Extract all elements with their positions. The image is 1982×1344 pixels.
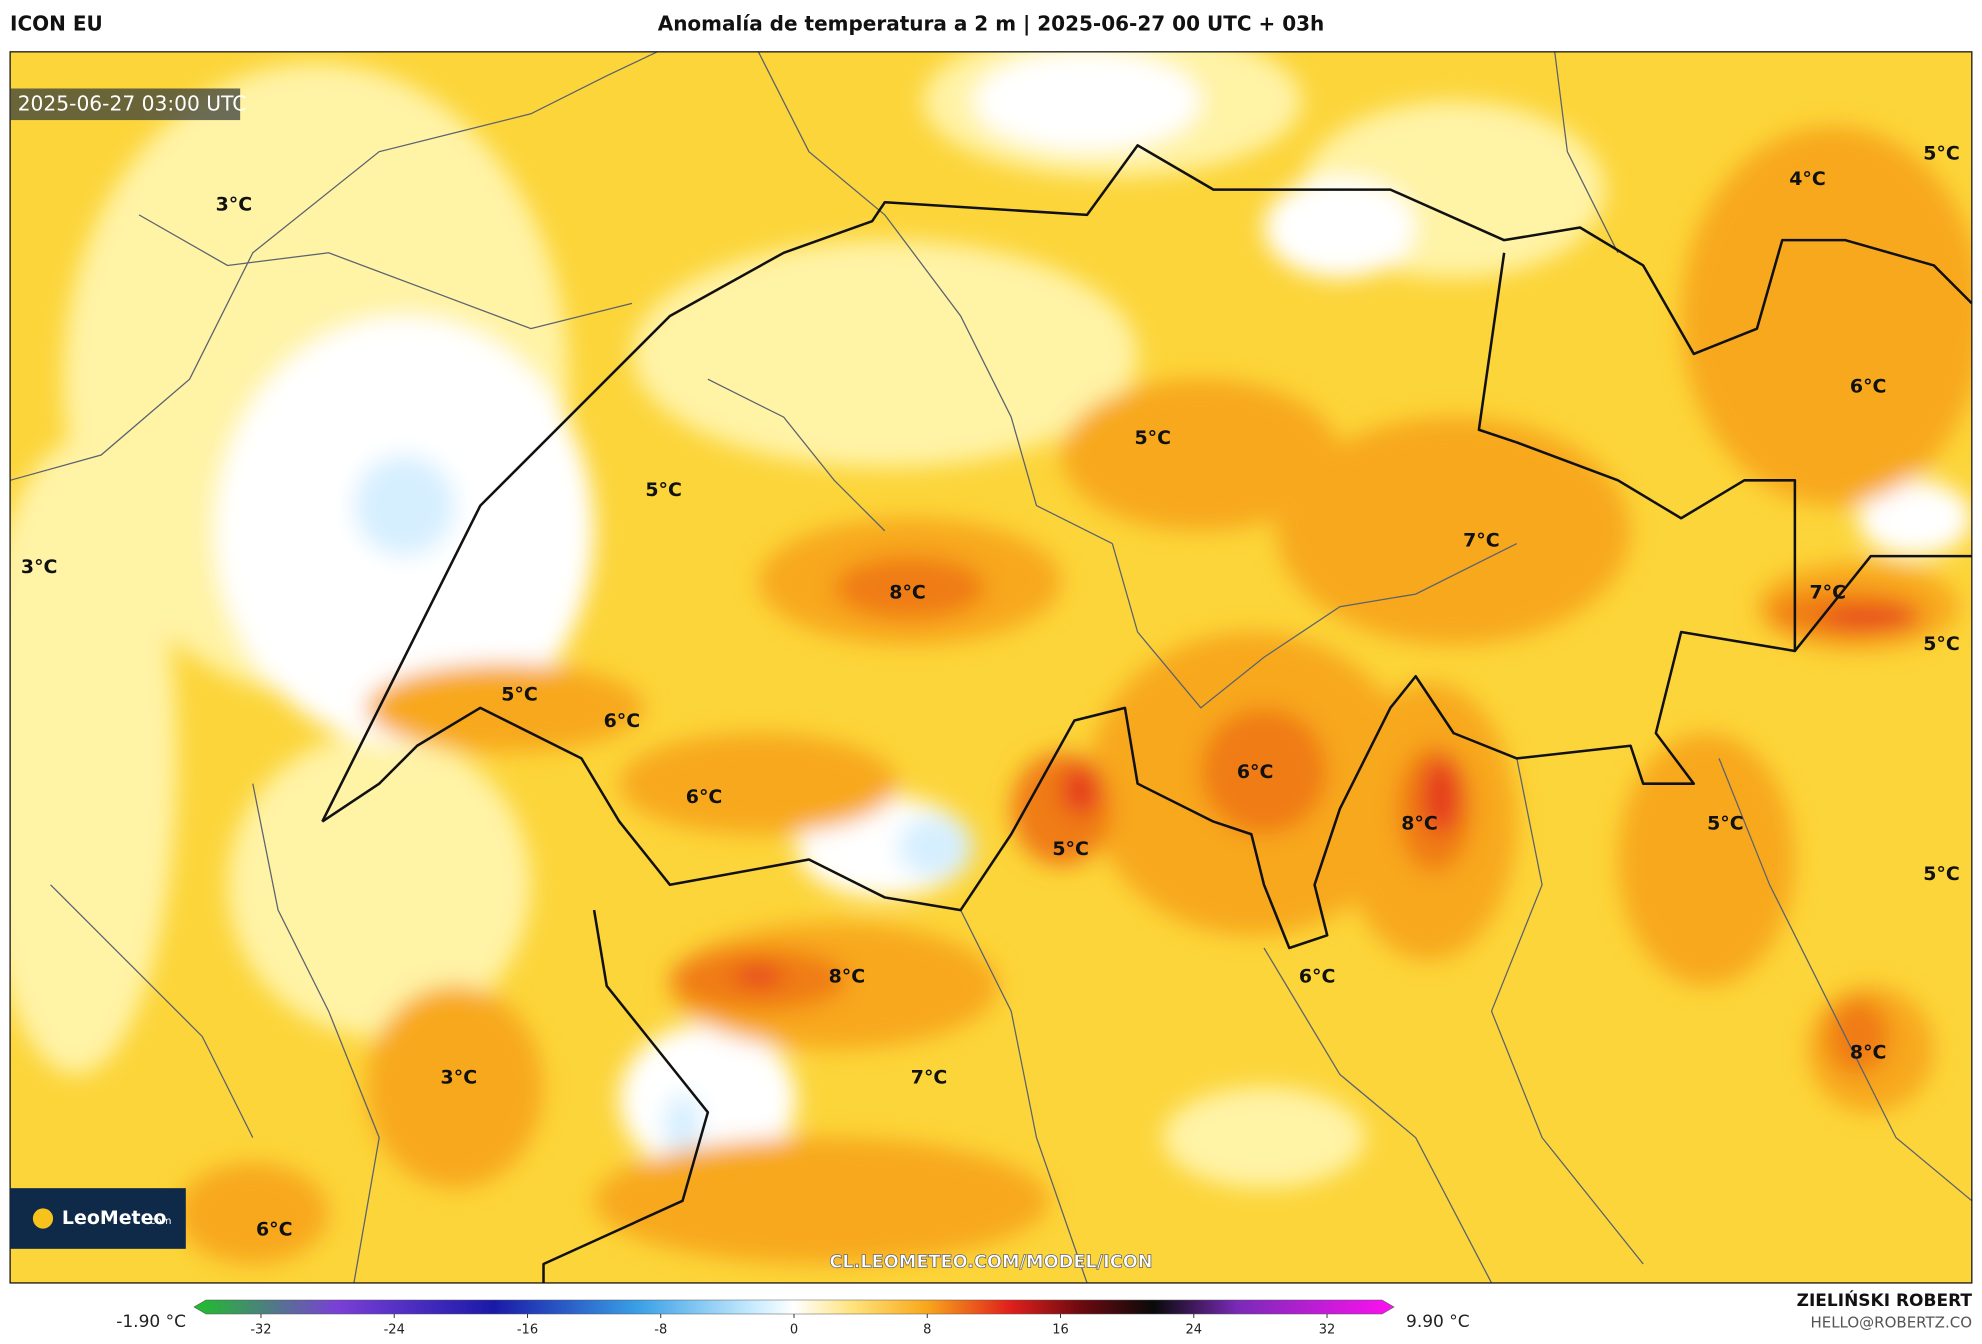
field-blob: [1061, 764, 1100, 816]
colorbar-min: -1.90 °C: [116, 1312, 186, 1332]
colorbar-tick-label: -24: [384, 1323, 405, 1338]
author: ZIELIŃSKI ROBERT: [1797, 1289, 1973, 1311]
country-borders: [321, 144, 1972, 1283]
temperature-label: 8°C: [1401, 813, 1438, 835]
temperature-label: 5°C: [1923, 143, 1960, 165]
temperature-label: 8°C: [1850, 1041, 1887, 1063]
colorbar-tick-label: -8: [654, 1323, 667, 1338]
field-blob: [1820, 609, 1922, 630]
field-blob: [366, 663, 645, 753]
field-blob: [1858, 480, 1972, 557]
colorbar-tick-label: 0: [790, 1323, 798, 1338]
temperature-label: 5°C: [645, 479, 682, 501]
field-blob: [897, 815, 974, 879]
field-blob: [834, 556, 986, 620]
admin-borders: [10, 51, 1972, 1283]
temperature-label: 6°C: [256, 1218, 293, 1240]
field-blob: [1617, 733, 1795, 986]
colorbar-tick-label: -16: [517, 1323, 538, 1338]
field-blob: [619, 1023, 797, 1176]
logo-name: LeoMeteo: [62, 1207, 167, 1229]
field-blob: [1276, 417, 1631, 645]
temperature-label: 5°C: [501, 684, 538, 706]
temperature-label: 8°C: [889, 581, 926, 603]
field-blob: [733, 965, 784, 986]
temperature-label: 6°C: [1299, 966, 1336, 988]
temperature-label: 6°C: [604, 710, 641, 732]
map-frame: [9, 51, 1973, 1284]
temperature-label: 5°C: [1134, 427, 1171, 449]
field-blob: [1162, 1087, 1366, 1189]
temperature-label: 3°C: [441, 1067, 478, 1089]
colorbar-tick-label: 16: [1052, 1323, 1069, 1338]
field-blob: [619, 733, 898, 835]
logo-suffix: .com: [147, 1216, 172, 1227]
temperature-label: 6°C: [1237, 761, 1274, 783]
timestamp: 2025-06-27 03:00 UTC: [18, 91, 247, 115]
colorbar-body: [193, 1299, 1395, 1315]
temperature-label: 5°C: [1707, 813, 1744, 835]
temperature-label: 7°C: [911, 1067, 948, 1089]
field-blob: [594, 1137, 1050, 1264]
timestamp-box: [10, 88, 241, 121]
temperature-label: 8°C: [829, 966, 866, 988]
colorbar-max: 9.90 °C: [1406, 1312, 1470, 1332]
field-blob: [1264, 176, 1416, 279]
colorbar-tick-label: 32: [1319, 1323, 1336, 1338]
temperature-label: 6°C: [1850, 375, 1887, 397]
colorbar-tick-label: 24: [1185, 1323, 1202, 1338]
temperature-label: 5°C: [1923, 633, 1960, 655]
field-blob: [176, 1162, 329, 1264]
temperature-label: 3°C: [21, 556, 58, 578]
colorbar: -32 -24 -16 -8 0 8 16 24 32: [193, 1299, 1395, 1338]
temperature-label: 5°C: [1923, 863, 1960, 885]
field-blob: [1061, 379, 1340, 531]
colorbar-tick-label: -32: [250, 1323, 271, 1338]
field-blob: [10, 442, 177, 1075]
temperature-label: 7°C: [1809, 581, 1846, 603]
temperature-label: 7°C: [1463, 529, 1500, 551]
logo-sun: [32, 1208, 54, 1229]
field-blob: [973, 51, 1201, 152]
temperature-label: 6°C: [686, 786, 723, 808]
colorbar-tick-label: 8: [923, 1323, 931, 1338]
field-blob: [353, 455, 456, 557]
field-blob: [1421, 758, 1460, 835]
map: 3°C 3°C 5°C 5°C 8°C 5°C 6°C 6°C 4°C 5°C 6°C 7°C 7°C 5…: [9, 51, 1973, 1284]
watermark: CL.LEOMETEO.COM/MODEL/ICON: [829, 1253, 1152, 1273]
field-blob: [366, 985, 544, 1189]
map-title: Anomalía de temperatura a 2 m | 2025-06-…: [658, 12, 1325, 36]
temperature-label: 4°C: [1789, 168, 1826, 190]
field-blob: [1200, 707, 1328, 835]
temperature-label: 5°C: [1052, 838, 1089, 860]
contact: HELLO@ROBERTZ.CO: [1810, 1314, 1972, 1332]
field-blob: [1681, 126, 1972, 506]
field-blob: [663, 1093, 702, 1157]
temperature-label: 3°C: [216, 193, 253, 215]
field-blob: [632, 240, 1138, 468]
field-blob: [1826, 998, 1890, 1075]
model-name: ICON EU: [10, 12, 103, 36]
